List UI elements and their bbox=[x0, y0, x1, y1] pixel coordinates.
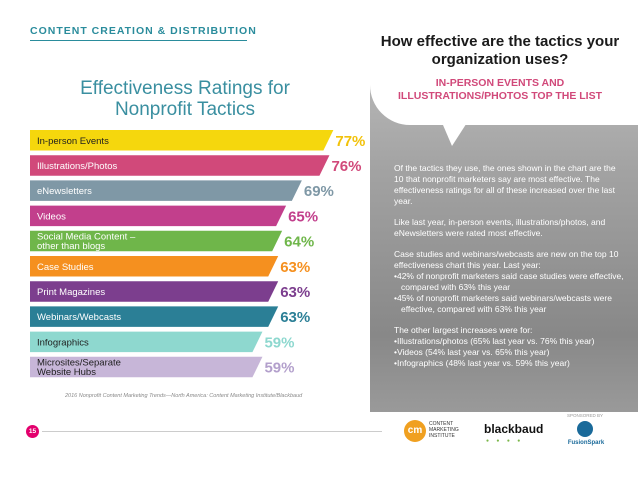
blackbaud-dots-icon: ● ● ● ● bbox=[486, 438, 524, 444]
cmi-logo: cm CONTENT MARKETING INSTITUTE bbox=[404, 418, 464, 446]
footer-rule bbox=[42, 431, 382, 432]
bar bbox=[30, 281, 279, 302]
bar-category-label: other than blogs bbox=[37, 241, 105, 252]
section-label: CONTENT CREATION & DISTRIBUTION bbox=[30, 25, 257, 37]
paragraph: Of the tactics they use, the ones shown … bbox=[394, 163, 616, 206]
bar bbox=[30, 230, 283, 252]
bar-category-label: Social Media Content – bbox=[37, 231, 136, 242]
bar-category-label: Case Studies bbox=[37, 262, 94, 273]
bar-value-label: 63% bbox=[280, 259, 310, 276]
bar-category-label: Webinars/Webcasts bbox=[37, 312, 121, 323]
bullet-item: •45% of nonprofit marketers said webinar… bbox=[394, 293, 612, 314]
fusionspark-logo: FusionSpark bbox=[565, 421, 607, 461]
bar bbox=[30, 256, 279, 277]
fusionspark-icon bbox=[577, 421, 593, 437]
paragraph: Like last year, in-person events, illust… bbox=[394, 217, 606, 238]
paragraph: Case studies and webinars/webcasts are n… bbox=[394, 249, 619, 270]
cmi-logo-mark: cm bbox=[404, 420, 426, 442]
speech-bubble bbox=[370, 0, 638, 125]
bar-value-label: 76% bbox=[331, 158, 361, 175]
bar bbox=[30, 306, 279, 327]
bullet-item: •Infographics (48% last year vs. 59% thi… bbox=[394, 358, 570, 368]
bullet-item: •Illustrations/photos (65% last year vs.… bbox=[394, 336, 595, 346]
bullet-item: •42% of nonprofit marketers said case st… bbox=[394, 271, 624, 292]
info-panel bbox=[370, 0, 638, 479]
callout-question: How effective are the tactics your organ… bbox=[380, 33, 620, 68]
bar bbox=[30, 180, 302, 201]
bar-category-label: Illustrations/Photos bbox=[37, 161, 118, 172]
sponsor-label: SPONSORED BY bbox=[567, 413, 604, 418]
footer bbox=[0, 412, 638, 479]
fusionspark-text: FusionSpark bbox=[567, 440, 605, 446]
bullet-item: •Videos (54% last year vs. 65% this year… bbox=[394, 347, 550, 357]
bar-value-label: 69% bbox=[304, 183, 334, 200]
bar bbox=[30, 130, 334, 151]
bar bbox=[30, 155, 330, 176]
bar-category-label: Microsites/Separate bbox=[37, 357, 121, 368]
bar-value-label: 77% bbox=[335, 133, 365, 150]
cmi-logo-text: CONTENT MARKETING INSTITUTE bbox=[429, 421, 459, 439]
bar bbox=[30, 205, 287, 227]
bar-category-label: In-person Events bbox=[37, 136, 109, 147]
callout-subtitle: IN-PERSON EVENTS AND ILLUSTRATIONS/PHOTO… bbox=[398, 77, 602, 102]
bar-value-label: 63% bbox=[280, 284, 310, 301]
bar-category-label: Infographics bbox=[37, 337, 89, 348]
bar bbox=[30, 331, 263, 353]
bar-category-label: Videos bbox=[37, 211, 66, 222]
bar-category-label: eNewsletters bbox=[37, 186, 92, 197]
bar-value-label: 63% bbox=[280, 309, 310, 326]
source-note: 2016 Nonprofit Content Marketing Trends—… bbox=[65, 393, 303, 399]
bar bbox=[30, 356, 263, 378]
bar-category-label: Website Hubs bbox=[37, 367, 96, 378]
page-number: 15 bbox=[26, 425, 39, 438]
bar-chart: In-person Events 77% Illustrations/Photos 7… bbox=[30, 130, 365, 378]
bar-category-label: Print Magazines bbox=[37, 287, 105, 298]
paragraph: The other largest increases were for: bbox=[394, 325, 533, 335]
section-rule bbox=[30, 40, 247, 41]
bar-value-label: 65% bbox=[288, 208, 318, 225]
blackbaud-logo: blackbaud bbox=[484, 422, 544, 436]
bar-value-label: 59% bbox=[264, 334, 294, 351]
bar-value-label: 64% bbox=[284, 234, 314, 251]
bar-value-label: 59% bbox=[264, 360, 294, 377]
body-text: Of the tactics they use, the ones shown … bbox=[394, 163, 626, 369]
speech-bubble-tail bbox=[440, 118, 470, 146]
chart-title: Effectiveness Ratings for Nonprofit Tact… bbox=[80, 78, 290, 120]
